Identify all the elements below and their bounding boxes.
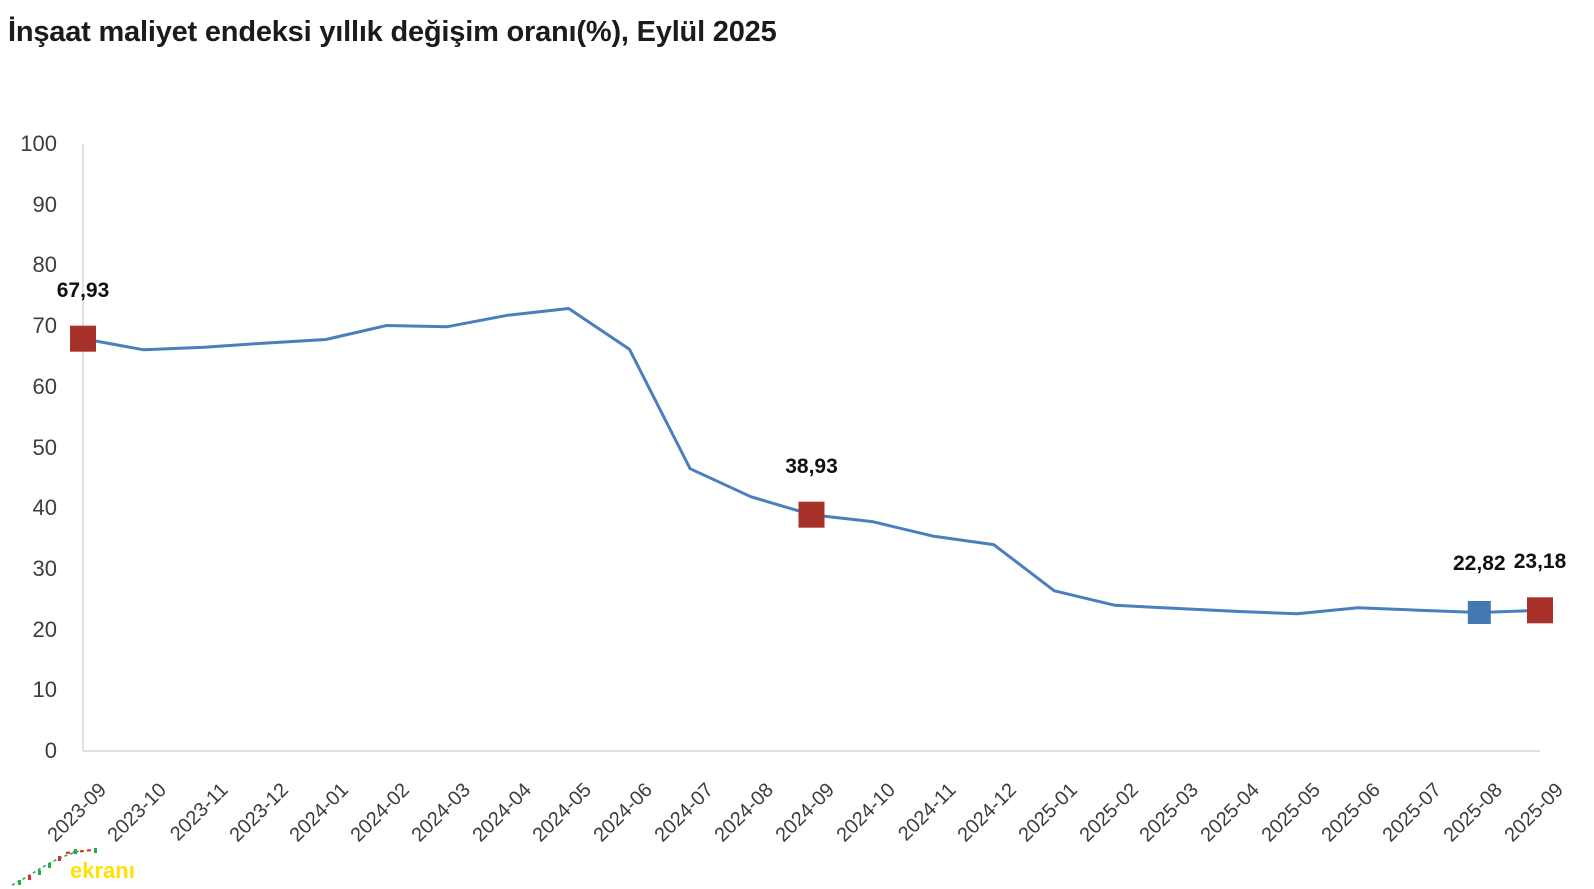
y-tick-label: 70: [32, 313, 57, 339]
y-tick-label: 100: [20, 131, 57, 156]
y-tick-label: 60: [32, 373, 57, 399]
y-tick-label: 0: [44, 738, 57, 763]
ekrani-logo: ekranı: [11, 848, 135, 886]
y-tick-label: 80: [32, 252, 57, 278]
y-tick-label: 90: [32, 191, 57, 217]
y-tick-label: 40: [32, 495, 57, 521]
data-label-2023-09: 67,93: [56, 278, 110, 302]
highlight-markers: [70, 325, 1553, 624]
marker-2023-09: [70, 325, 96, 352]
logo-text: ekranı: [70, 858, 135, 883]
y-tick-label: 20: [32, 616, 57, 642]
data-label-2025-09: 23,18: [1513, 550, 1567, 574]
marker-2025-09: [1527, 597, 1553, 624]
marker-2024-09: [798, 501, 825, 528]
y-tick-label: 50: [32, 434, 57, 460]
candlestick-sparkline-icon: [11, 848, 97, 886]
chart-title: İnşaat maliyet endeksi yıllık değişim or…: [8, 16, 777, 48]
data-label-2025-08: 22,82: [1453, 552, 1506, 576]
marker-2025-08: [1467, 601, 1491, 624]
y-tick-label: 30: [32, 555, 57, 581]
data-label-2024-09: 38,93: [785, 454, 838, 478]
y-tick-label: 10: [32, 677, 57, 703]
